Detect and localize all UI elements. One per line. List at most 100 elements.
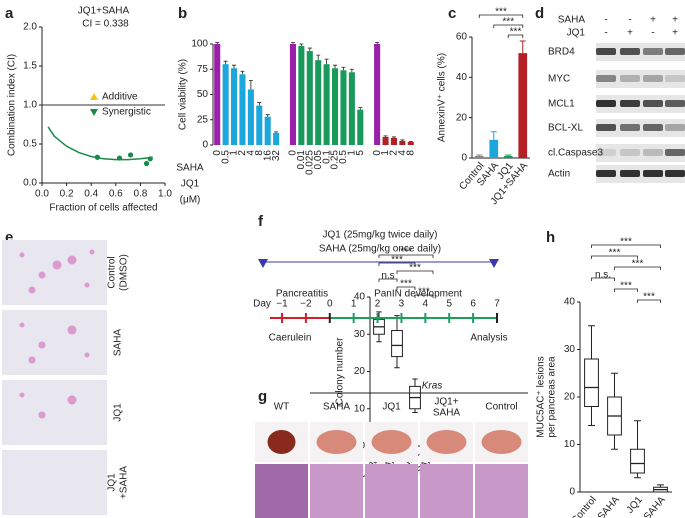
blot-strip <box>596 119 685 137</box>
annotation: CI = 0.338 <box>82 19 129 30</box>
panel-letter: g <box>258 388 267 405</box>
bar <box>332 68 339 145</box>
significance-label: n.s. <box>595 270 611 281</box>
treatment-sign: - <box>651 28 654 39</box>
row-label: (μM) <box>180 195 201 206</box>
bar <box>214 44 221 145</box>
x-tick-label: 32 <box>271 150 282 162</box>
day-number: −1 <box>276 299 288 310</box>
colony <box>28 356 36 364</box>
bar <box>374 44 381 145</box>
histology-photo <box>255 464 308 518</box>
bar <box>489 139 499 158</box>
x-tick-label: 0.05 <box>313 150 324 170</box>
significance-label: *** <box>400 279 412 290</box>
significance-label: *** <box>620 281 632 292</box>
legend-marker <box>90 109 98 116</box>
y-tick-label: 20 <box>354 366 366 377</box>
organ <box>267 430 296 454</box>
blot-band <box>643 170 663 177</box>
colony <box>52 260 62 270</box>
group-label: WT <box>274 402 290 413</box>
organ <box>426 430 467 454</box>
blot-band <box>596 149 616 156</box>
error-bar <box>341 66 346 71</box>
error-bar <box>307 47 312 52</box>
significance-label: *** <box>502 17 514 28</box>
error-bar <box>274 131 279 133</box>
significance-bracket <box>493 24 524 28</box>
x-tick-label: 2 <box>237 150 248 156</box>
error-bar <box>391 136 396 138</box>
y-tick-label: 75 <box>197 64 209 75</box>
treatment-sign: + <box>627 28 633 39</box>
y-axis-label: Colony number <box>335 337 346 405</box>
bar <box>518 53 528 159</box>
box <box>584 358 599 407</box>
point <box>94 154 100 160</box>
colony-image <box>2 240 107 305</box>
drug-label: JQ1 (25mg/kg twice daily) <box>322 230 437 241</box>
y-tick-label: 1.5 <box>23 61 37 72</box>
day-number: −2 <box>300 299 312 310</box>
x-tick-label: 8 <box>405 150 416 156</box>
y-tick-label: 40 <box>456 72 468 83</box>
treatment-sign: - <box>628 15 631 26</box>
x-tick-label: 0.025 <box>304 150 315 175</box>
blot-band <box>643 100 663 107</box>
day-number: 7 <box>494 299 500 310</box>
y-tick-label: 30 <box>564 344 576 355</box>
panel-letter: h <box>546 229 555 246</box>
treatment-end <box>489 259 499 268</box>
significance-label: *** <box>409 263 421 274</box>
colony <box>19 392 25 398</box>
bar <box>340 70 347 145</box>
error-bar <box>215 42 220 44</box>
significance-label: *** <box>609 248 621 259</box>
x-tick-label: 5 <box>355 150 366 156</box>
protein-label: MCL1 <box>548 99 575 110</box>
x-tick-label: 0.0 <box>35 189 49 200</box>
y-tick-label: 50 <box>197 89 209 100</box>
phase-label: PanIN development <box>374 289 462 300</box>
y-axis-label: Combination index (CI) <box>7 54 18 156</box>
x-tick-label: 4 <box>397 150 408 156</box>
colony <box>38 271 46 279</box>
significance-label: *** <box>620 237 632 248</box>
colony <box>67 395 77 405</box>
bar <box>399 140 406 145</box>
group-label: JQ1 <box>382 402 401 413</box>
chart-title: JQ1+SAHA <box>78 6 130 17</box>
colony-image <box>2 310 107 375</box>
y-axis-label: AnnexinV⁺ cells (%) <box>437 53 448 142</box>
colony <box>67 255 77 265</box>
box <box>630 448 645 474</box>
protein-label: BCL-XL <box>548 123 583 134</box>
significance-label: *** <box>643 292 655 303</box>
bar <box>273 132 280 145</box>
x-tick-label: 0.5 <box>338 150 349 164</box>
blot-band <box>596 48 616 55</box>
blot-band <box>620 48 640 55</box>
blot-band <box>643 124 663 131</box>
error-bar <box>248 79 253 90</box>
treatment-label: JQ1 <box>567 28 586 39</box>
x-tick-label: 0.1 <box>321 150 332 164</box>
colony <box>84 352 90 358</box>
significance-label: *** <box>400 247 412 258</box>
image-label: JQ1 <box>107 473 118 492</box>
significance-label: *** <box>391 255 403 266</box>
blot-band <box>620 149 640 156</box>
blot-strip <box>596 95 685 113</box>
blot-band <box>620 75 640 82</box>
colony <box>38 411 46 419</box>
image-label: SAHA <box>113 329 124 357</box>
x-tick-label: 1 <box>347 150 358 156</box>
protein-label: MYC <box>548 74 570 85</box>
x-tick-label: 1.0 <box>158 189 172 200</box>
error-bar <box>383 135 388 137</box>
y-axis-label: per pancreas area <box>547 356 558 438</box>
treatment-sign: - <box>604 28 607 39</box>
error-bar <box>349 68 354 73</box>
error-bar <box>265 114 270 117</box>
